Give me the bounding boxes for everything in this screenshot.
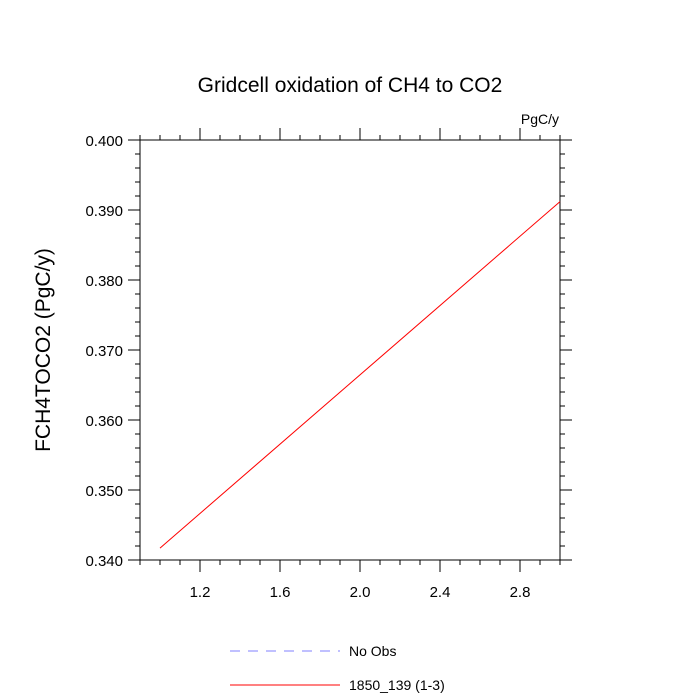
series-layer (159, 201, 561, 549)
axis-ticks (128, 128, 572, 572)
x-tick-label: 2.0 (350, 584, 371, 601)
x-tick-label: 1.6 (270, 584, 291, 601)
y-tick-label: 0.380 (85, 273, 123, 290)
y-tick-label: 0.400 (85, 133, 123, 150)
chart-title: Gridcell oxidation of CH4 to CO2 (198, 74, 503, 97)
tick-labels: 1.2 1.6 2.0 2.4 2.8 0.340 0.350 0.360 0.370 0.380… (85, 133, 530, 601)
legend-label: No Obs (349, 643, 396, 659)
y-tick-label: 0.390 (85, 203, 123, 220)
y-tick-label: 0.340 (85, 553, 123, 570)
legend: No Obs 1850_139 (1-3) (230, 643, 445, 693)
y-tick-label: 0.370 (85, 343, 123, 360)
y-tick-label: 0.350 (85, 483, 123, 500)
y-tick-label: 0.360 (85, 413, 123, 430)
x-tick-label: 1.2 (190, 584, 211, 601)
x-tick-label: 2.4 (430, 584, 451, 601)
plot-frame (139, 139, 561, 561)
legend-label: 1850_139 (1-3) (349, 677, 445, 693)
units-label: PgC/y (521, 111, 559, 127)
y-axis-label: FCH4TOCO2 (PgC/y) (32, 248, 55, 452)
series-line (159, 201, 561, 549)
x-tick-label: 2.8 (510, 584, 531, 601)
